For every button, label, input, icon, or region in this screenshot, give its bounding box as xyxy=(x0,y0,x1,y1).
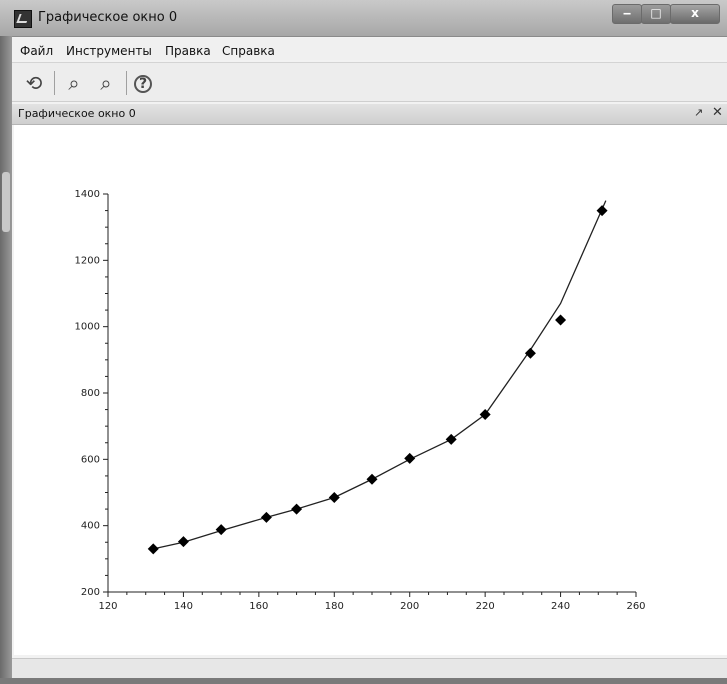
y-tick-label: 1200 xyxy=(75,255,100,266)
x-tick-label: 200 xyxy=(400,601,419,612)
panel-close-icon[interactable]: ✕ xyxy=(712,105,723,120)
data-point-marker xyxy=(479,409,491,421)
panel-title: Графическое окно 0 xyxy=(18,107,136,120)
close-button[interactable]: x xyxy=(670,4,720,24)
maximize-button[interactable]: □ xyxy=(641,4,671,24)
data-point-marker xyxy=(555,314,567,326)
y-tick-label: 1400 xyxy=(75,189,100,200)
menu-file[interactable]: Файл xyxy=(20,44,54,58)
zoom-icon[interactable]: ⌕ xyxy=(100,71,112,95)
data-point-marker xyxy=(291,503,303,515)
data-point-marker xyxy=(147,543,159,555)
window-title: Графическое окно 0 xyxy=(38,10,178,25)
panel-header: Графическое окно 0 ↗ ✕ xyxy=(12,104,727,125)
x-tick-label: 220 xyxy=(476,601,495,612)
zoom-area-icon[interactable]: ⌕ xyxy=(68,71,80,95)
x-tick-label: 160 xyxy=(249,601,268,612)
toolbar: ⟲ ⌕ ⌕ ? xyxy=(12,62,727,102)
series-line xyxy=(153,200,607,550)
toolbar-separator xyxy=(126,71,127,95)
data-point-marker xyxy=(215,524,227,536)
y-tick-label: 400 xyxy=(81,521,100,532)
plot-canvas[interactable]: 120 140 160 180 200 220 240 260 200 400 600 800 1000… xyxy=(14,125,727,655)
data-point-marker xyxy=(524,347,536,359)
data-point-marker xyxy=(404,452,416,464)
x-tick-label: 140 xyxy=(174,601,193,612)
y-tick-label: 600 xyxy=(81,454,100,465)
data-point-marker xyxy=(177,536,189,548)
menu-bar: Файл Инструменты Правка Справка xyxy=(12,38,727,60)
undock-icon[interactable]: ↗ xyxy=(694,106,704,119)
data-point-marker xyxy=(366,473,378,485)
y-tick-label: 200 xyxy=(81,587,100,598)
chart-svg: 120 140 160 180 200 220 240 260 200 400 600 800 1000… xyxy=(75,189,646,612)
y-tick-label: 800 xyxy=(81,388,100,399)
x-tick-label: 240 xyxy=(551,601,570,612)
window-frame-bottom xyxy=(0,678,727,684)
title-bar[interactable]: Графическое окно 0 ‒ □ x xyxy=(0,0,727,37)
x-tick-label: 260 xyxy=(626,601,645,612)
window-frame-left xyxy=(0,36,12,684)
app-icon xyxy=(14,10,32,28)
menu-tools[interactable]: Инструменты xyxy=(66,44,152,58)
help-icon[interactable]: ? xyxy=(134,75,152,93)
rotate-icon[interactable]: ⟲ xyxy=(25,71,43,95)
data-point-marker xyxy=(445,433,457,445)
resize-grip[interactable] xyxy=(2,172,10,232)
data-point-marker xyxy=(328,491,340,503)
menu-edit[interactable]: Правка xyxy=(165,44,211,58)
menu-help[interactable]: Справка xyxy=(222,44,275,58)
toolbar-separator xyxy=(54,71,55,95)
status-bar xyxy=(12,658,727,679)
minimize-button[interactable]: ‒ xyxy=(612,4,642,24)
data-point-marker xyxy=(260,511,272,523)
x-tick-label: 120 xyxy=(98,601,117,612)
x-tick-label: 180 xyxy=(325,601,344,612)
data-point-marker xyxy=(596,205,608,217)
y-tick-label: 1000 xyxy=(75,322,100,333)
